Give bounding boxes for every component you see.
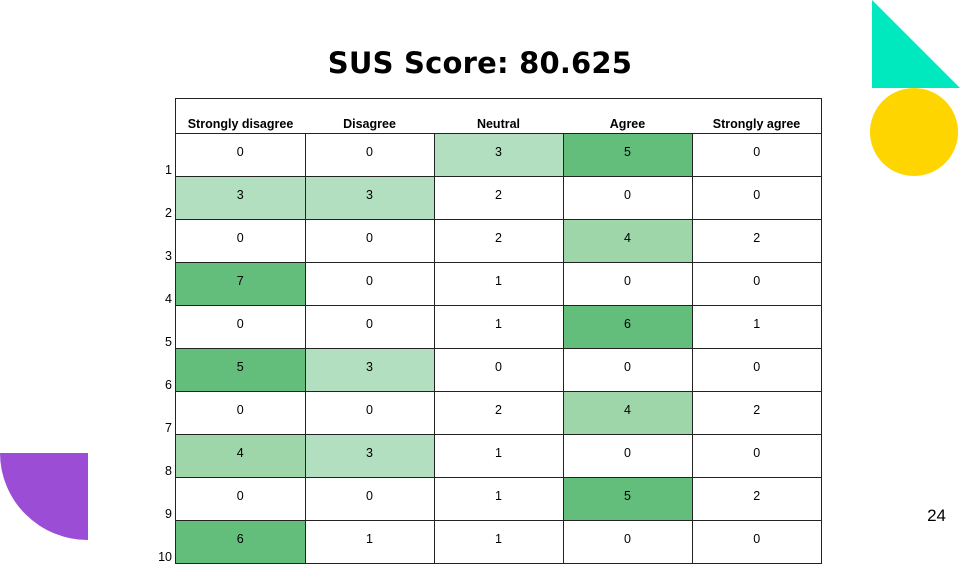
table-cell: 5 xyxy=(562,133,693,177)
table-cell: 0 xyxy=(304,305,435,349)
row-number: 10 xyxy=(158,549,172,564)
row-number: 7 xyxy=(165,420,172,435)
table-cell: 6 xyxy=(562,305,693,349)
table-row: 10 6 1 1 0 0 xyxy=(144,520,822,564)
column-header: Agree xyxy=(563,98,692,134)
table-cell: 1 xyxy=(433,434,564,478)
table-cell: 1 xyxy=(433,520,564,564)
table-cell: 2 xyxy=(691,477,822,521)
table-cell: 3 xyxy=(175,176,306,220)
table-cell: 0 xyxy=(562,348,693,392)
table-cell: 0 xyxy=(691,520,822,564)
table-cell: 5 xyxy=(175,348,306,392)
table-cell: 4 xyxy=(562,219,693,263)
table-cell: 2 xyxy=(433,219,564,263)
table-cell: 0 xyxy=(304,262,435,306)
sus-response-table: Strongly disagree Disagree Neutral Agree… xyxy=(144,98,822,564)
column-header: Neutral xyxy=(434,98,563,134)
table-cell: 0 xyxy=(433,348,564,392)
table-header-row: Strongly disagree Disagree Neutral Agree… xyxy=(144,98,822,134)
table-cell: 1 xyxy=(433,262,564,306)
table-corner xyxy=(144,99,176,134)
table-cell: 1 xyxy=(304,520,435,564)
page-number: 24 xyxy=(927,506,946,525)
table-cell: 0 xyxy=(304,391,435,435)
slide-title: SUS Score: 80.625 xyxy=(327,46,633,80)
table-cell: 5 xyxy=(562,477,693,521)
table-cell: 2 xyxy=(433,391,564,435)
table-cell: 0 xyxy=(175,477,306,521)
teal-triangle-decoration xyxy=(872,0,960,88)
table-cell: 4 xyxy=(562,391,693,435)
table-cell: 3 xyxy=(433,133,564,177)
table-cell: 0 xyxy=(691,348,822,392)
purple-quarter-circle-decoration xyxy=(0,453,88,540)
table-cell: 0 xyxy=(691,133,822,177)
row-number: 5 xyxy=(165,334,172,349)
row-number: 9 xyxy=(165,506,172,521)
row-number: 1 xyxy=(165,162,172,177)
row-number: 8 xyxy=(165,463,172,478)
column-header: Disagree xyxy=(305,98,434,134)
table-cell: 0 xyxy=(175,305,306,349)
table-cell: 0 xyxy=(562,176,693,220)
table-cell: 0 xyxy=(175,219,306,263)
table-cell: 1 xyxy=(433,305,564,349)
column-header: Strongly agree xyxy=(692,98,822,134)
table-cell: 2 xyxy=(691,391,822,435)
column-header: Strongly disagree xyxy=(175,98,305,134)
table-cell: 0 xyxy=(304,219,435,263)
table-cell: 3 xyxy=(304,434,435,478)
table-cell: 0 xyxy=(175,133,306,177)
table-cell: 0 xyxy=(691,262,822,306)
table-cell: 0 xyxy=(562,434,693,478)
table-cell: 6 xyxy=(175,520,306,564)
table-cell: 0 xyxy=(691,176,822,220)
yellow-circle-decoration xyxy=(870,88,958,176)
table-cell: 2 xyxy=(691,219,822,263)
table-cell: 1 xyxy=(691,305,822,349)
row-number: 3 xyxy=(165,248,172,263)
table-cell: 0 xyxy=(304,477,435,521)
table-cell: 1 xyxy=(433,477,564,521)
table-cell: 0 xyxy=(304,133,435,177)
table-cell: 7 xyxy=(175,262,306,306)
table-cell: 4 xyxy=(175,434,306,478)
row-number: 2 xyxy=(165,205,172,220)
table-cell: 2 xyxy=(433,176,564,220)
row-number: 4 xyxy=(165,291,172,306)
table-cell: 3 xyxy=(304,176,435,220)
table-cell: 0 xyxy=(562,520,693,564)
row-number: 6 xyxy=(165,377,172,392)
table-cell: 0 xyxy=(691,434,822,478)
table-cell: 3 xyxy=(304,348,435,392)
table-cell: 0 xyxy=(562,262,693,306)
table-cell: 0 xyxy=(175,391,306,435)
